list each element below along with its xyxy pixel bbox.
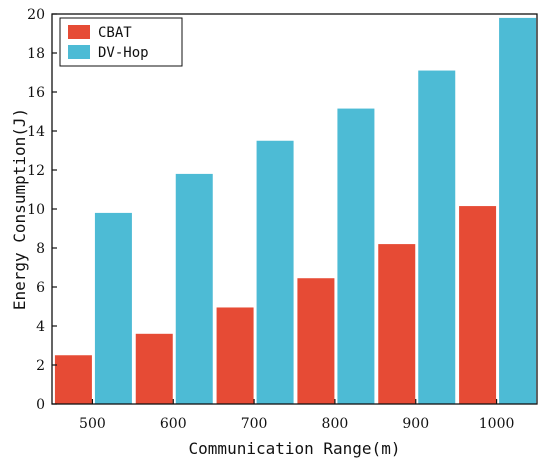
bar-dv-hop-600	[175, 173, 213, 404]
bar-cbat-1000	[459, 206, 497, 404]
y-tick-label: 4	[36, 319, 45, 335]
y-tick-label: 0	[36, 397, 45, 413]
bar-cbat-600	[135, 333, 173, 404]
x-tick-label: 600	[160, 416, 187, 432]
y-tick-label: 10	[27, 202, 45, 218]
legend-label-dv-hop: DV-Hop	[98, 45, 149, 61]
legend-swatch-cbat	[68, 25, 90, 39]
bar-cbat-700	[216, 307, 254, 404]
y-tick-label: 2	[36, 358, 45, 374]
y-tick-label: 6	[36, 280, 45, 296]
x-tick-label: 1000	[479, 416, 515, 432]
bar-group	[54, 17, 537, 405]
x-axis: 500 600 700 800 900 1000	[79, 399, 514, 432]
legend: CBAT DV-Hop	[59, 17, 183, 67]
y-tick-label: 14	[27, 124, 45, 140]
bar-cbat-800	[297, 278, 335, 404]
y-tick-label: 8	[36, 241, 45, 257]
y-tick-label: 20	[27, 7, 45, 23]
bar-dv-hop-900	[418, 70, 456, 405]
y-tick-label: 16	[27, 85, 45, 101]
bar-dv-hop-500	[94, 212, 132, 404]
x-tick-label: 900	[402, 416, 429, 432]
x-tick-label: 500	[79, 416, 106, 432]
y-axis: 0 2 4 6 8 10 12 14 16 18 20	[27, 7, 57, 413]
legend-swatch-dv-hop	[68, 45, 90, 59]
bar-dv-hop-800	[337, 108, 375, 404]
bar-cbat-500	[54, 355, 92, 404]
y-tick-label: 18	[27, 46, 45, 62]
x-tick-label: 800	[322, 416, 349, 432]
legend-label-cbat: CBAT	[98, 25, 132, 41]
y-tick-label: 12	[27, 163, 45, 179]
bar-cbat-900	[378, 244, 416, 404]
y-axis-label: Energy Consumption(J)	[10, 108, 29, 310]
x-axis-label: Communication Range(m)	[189, 439, 401, 458]
bar-dv-hop-700	[256, 140, 294, 404]
x-tick-label: 700	[241, 416, 268, 432]
bar-dv-hop-1000	[499, 17, 537, 405]
